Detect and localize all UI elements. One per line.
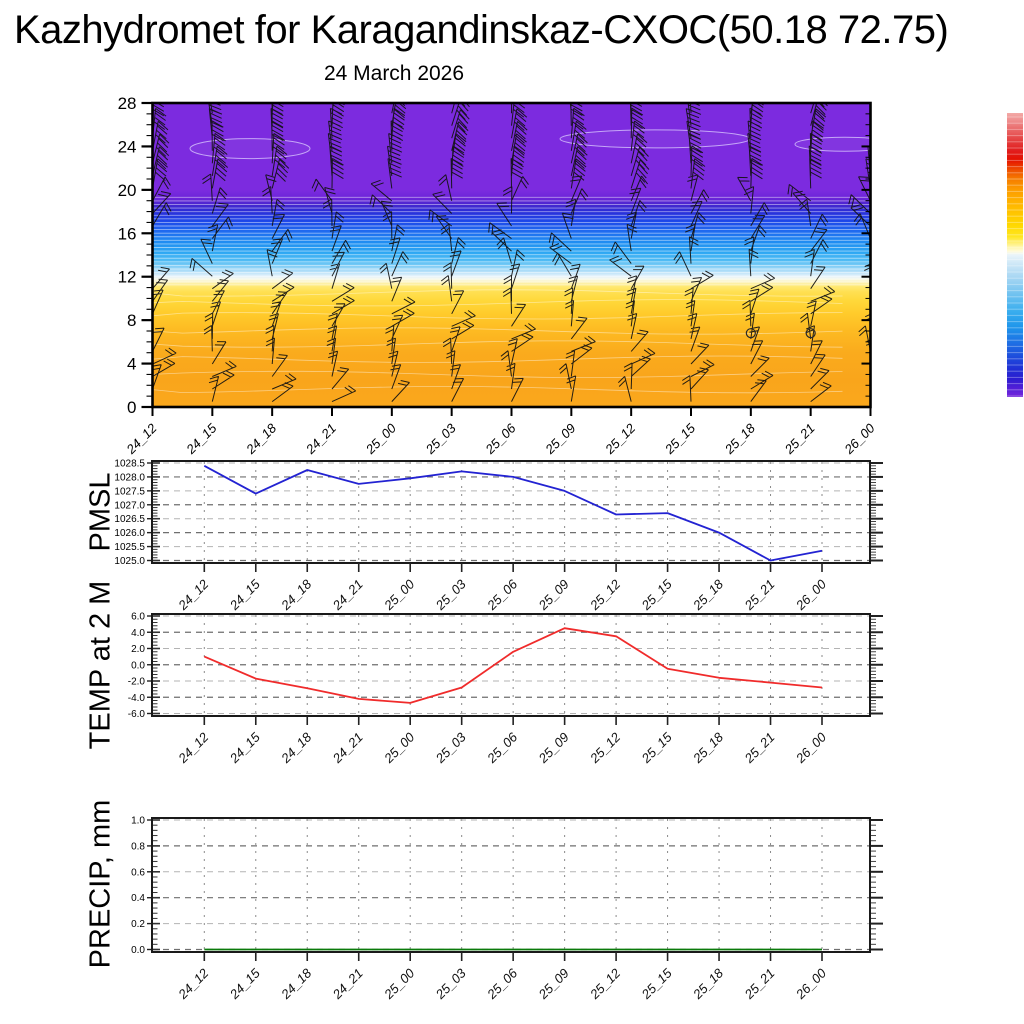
- value-tick-label: 1027.5: [114, 486, 145, 497]
- time-label: 25_09: [542, 421, 579, 458]
- time-label: 25_12: [601, 420, 638, 457]
- time-label: 25_00: [380, 576, 417, 613]
- value-tick-label: 6.0: [131, 612, 145, 623]
- precip-panel: 1.0 0.8 0.6 0.4 0.2 0.0 24_12 24_15 24_18 24_21 25…: [131, 816, 883, 1003]
- time-label: 25_06: [483, 576, 520, 613]
- time-label: 24_21: [329, 577, 366, 614]
- station-marker-circle: [805, 328, 816, 339]
- time-label: 26_00: [792, 965, 829, 1002]
- time-label: 25_15: [638, 965, 675, 1002]
- height-tick-label: 0: [127, 398, 136, 417]
- time-label: 24_18: [277, 965, 314, 1002]
- time-label: 25_15: [638, 729, 675, 766]
- height-tick-label: 28: [118, 94, 137, 113]
- time-label: 24_12: [175, 965, 212, 1002]
- colorbar: [1007, 113, 1023, 397]
- time-label: 25_09: [535, 577, 572, 614]
- time-label: 24_12: [175, 729, 212, 766]
- value-tick-label: 1026.0: [114, 528, 145, 539]
- height-tick-label: 8: [127, 311, 136, 330]
- value-tick-label: 1025.0: [114, 556, 145, 567]
- height-tick-label: 16: [118, 224, 137, 243]
- time-label: 25_15: [638, 576, 675, 613]
- value-tick-label: 0.2: [131, 919, 145, 930]
- value-tick-label: 1027.0: [114, 500, 145, 511]
- value-tick-label: 0.8: [131, 841, 145, 852]
- value-tick-label: 0.0: [131, 945, 145, 956]
- value-tick-label: -4.0: [128, 693, 146, 704]
- time-label: 25_06: [483, 965, 520, 1002]
- time-label: 26_00: [841, 420, 878, 457]
- pmsl-panel: 1028.5 1028.0 1027.5 1027.0 1026.5 1026.0 1025…: [114, 459, 883, 614]
- wind-barbs: [152, 103, 871, 403]
- time-label: 25_06: [482, 420, 519, 457]
- time-label: 24_15: [226, 965, 263, 1002]
- height-tick-label: 4: [127, 355, 136, 374]
- time-label: 25_18: [689, 576, 726, 613]
- time-label: 26_00: [792, 576, 829, 613]
- pmsl-panel-line: [203, 465, 823, 562]
- value-tick-label: 1.0: [131, 816, 145, 827]
- time-label: 25_21: [741, 730, 778, 767]
- value-tick-label: 1026.5: [114, 514, 145, 525]
- time-label: 25_03: [432, 576, 469, 613]
- value-tick-label: 1028.5: [114, 459, 145, 470]
- time-label: 24_12: [175, 576, 212, 613]
- time-label: 25_15: [661, 420, 698, 457]
- time-label: 24_12: [123, 420, 160, 457]
- time-label: 25_18: [721, 420, 758, 457]
- time-label: 26_00: [792, 729, 829, 766]
- value-tick-label: 0.4: [131, 893, 145, 904]
- value-tick-label: 4.0: [131, 628, 145, 639]
- time-label: 24_21: [329, 730, 366, 767]
- time-label: 25_12: [586, 965, 623, 1002]
- figure-subtitle: 24 March 2026: [323, 62, 465, 85]
- time-label: 24_21: [302, 421, 339, 458]
- time-label: 25_00: [380, 965, 417, 1002]
- time-label: 25_12: [586, 576, 623, 613]
- value-tick-label: 1028.0: [114, 472, 145, 483]
- time-label: 25_21: [741, 577, 778, 614]
- time-label: 25_03: [422, 420, 459, 457]
- time-label: 24_15: [226, 729, 263, 766]
- time-label: 24_15: [183, 420, 220, 457]
- height-tick-label: 24: [118, 137, 137, 156]
- time-label: 25_00: [362, 420, 399, 457]
- time-label: 25_09: [535, 730, 572, 767]
- time-label: 24_18: [242, 420, 279, 457]
- cross-section-panel: 0 4 8 12 16 20 24 28 24_12 24_15 24_18 24_21 25_00 25…: [118, 94, 879, 458]
- time-label: 25_03: [432, 729, 469, 766]
- time-label: 24_21: [329, 966, 366, 1003]
- temp-panel-line: [203, 627, 823, 704]
- temp-panel: 6.0 4.0 2.0 0.0 -2.0 -4.0 -6.0 24_12 24_15 24_18 2…: [128, 612, 883, 767]
- value-tick-label: 0.6: [131, 867, 145, 878]
- time-label: 25_12: [586, 729, 623, 766]
- value-tick-label: 1025.5: [114, 542, 145, 553]
- time-label: 25_18: [689, 965, 726, 1002]
- value-tick-label: -6.0: [128, 709, 146, 720]
- time-label: 25_21: [781, 421, 818, 458]
- time-label: 25_18: [689, 729, 726, 766]
- value-tick-label: 0.0: [131, 660, 145, 671]
- time-label: 25_00: [380, 729, 417, 766]
- time-label: 24_18: [277, 576, 314, 613]
- time-label: 24_18: [277, 729, 314, 766]
- time-label: 25_06: [483, 729, 520, 766]
- figure-title: Kazhydromet for Karagandinskaz-CXOC(50.1…: [14, 8, 949, 52]
- time-label: 25_21: [741, 966, 778, 1003]
- time-label: 25_03: [432, 965, 469, 1002]
- height-tick-label: 20: [118, 181, 137, 200]
- station-marker-circle: [745, 328, 756, 339]
- time-label: 25_09: [535, 966, 572, 1003]
- value-tick-label: -2.0: [128, 677, 146, 688]
- value-tick-label: 2.0: [131, 644, 145, 655]
- time-label: 24_15: [226, 576, 263, 613]
- height-tick-label: 12: [118, 268, 137, 287]
